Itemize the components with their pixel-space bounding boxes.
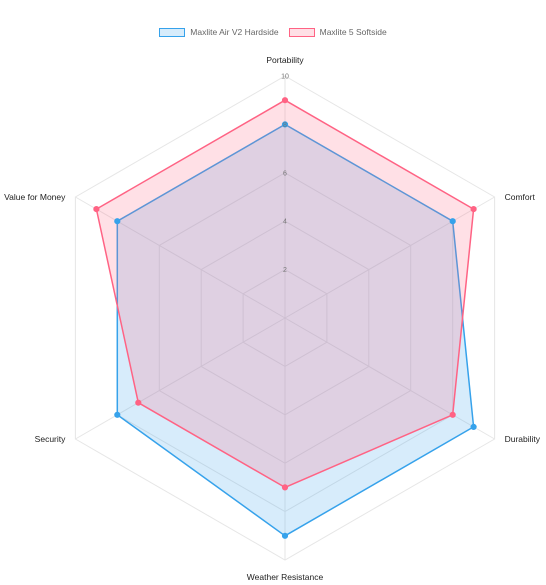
series-2-point-3: [449, 411, 456, 418]
series-1-point-3: [470, 423, 477, 430]
axis-spoke-6: [75, 196, 286, 319]
series-1-point-2: [449, 218, 456, 225]
axis-label-5: Security: [35, 434, 66, 444]
legend-label-series-1: Maxlite Air V2 Hardside: [190, 27, 279, 37]
tick-label-4: 8: [283, 122, 287, 129]
tick-label-5: 10: [281, 74, 289, 81]
axis-label-2: Comfort: [505, 192, 536, 202]
legend-item-series-2[interactable]: Maxlite 5 Softside: [288, 27, 387, 37]
tick-label-1: 2: [283, 267, 287, 274]
axis-label-1: Portability: [266, 55, 304, 65]
legend-item-series-1[interactable]: Maxlite Air V2 Hardside: [159, 27, 279, 37]
series-1-point-5: [114, 411, 121, 418]
axis-label-3: Durability: [505, 434, 541, 444]
series-2-point-1: [281, 97, 289, 104]
axis-spoke-2: [284, 196, 495, 319]
legend: Maxlite Air V2 Hardside Maxlite 5 Softsi…: [0, 27, 546, 37]
series-1-point-4: [281, 532, 289, 539]
tick-label-2: 4: [283, 219, 287, 226]
series-2-point-4: [281, 484, 289, 491]
series-2-point-6: [93, 206, 100, 213]
series-1-point-6: [114, 218, 121, 225]
series-2-point-2: [470, 206, 477, 213]
axis-spoke-3: [284, 317, 495, 440]
legend-swatch-series-1: [159, 27, 186, 37]
series-1-point-1: [281, 121, 289, 128]
series-2-point-5: [135, 399, 142, 406]
axis-label-6: Value for Money: [4, 192, 66, 202]
legend-swatch-series-2: [288, 27, 315, 37]
axis-spoke-5: [75, 317, 286, 440]
tick-label-3: 6: [283, 170, 287, 177]
axis-label-4: Weather Resistance: [247, 572, 324, 582]
legend-label-series-2: Maxlite 5 Softside: [319, 27, 387, 37]
